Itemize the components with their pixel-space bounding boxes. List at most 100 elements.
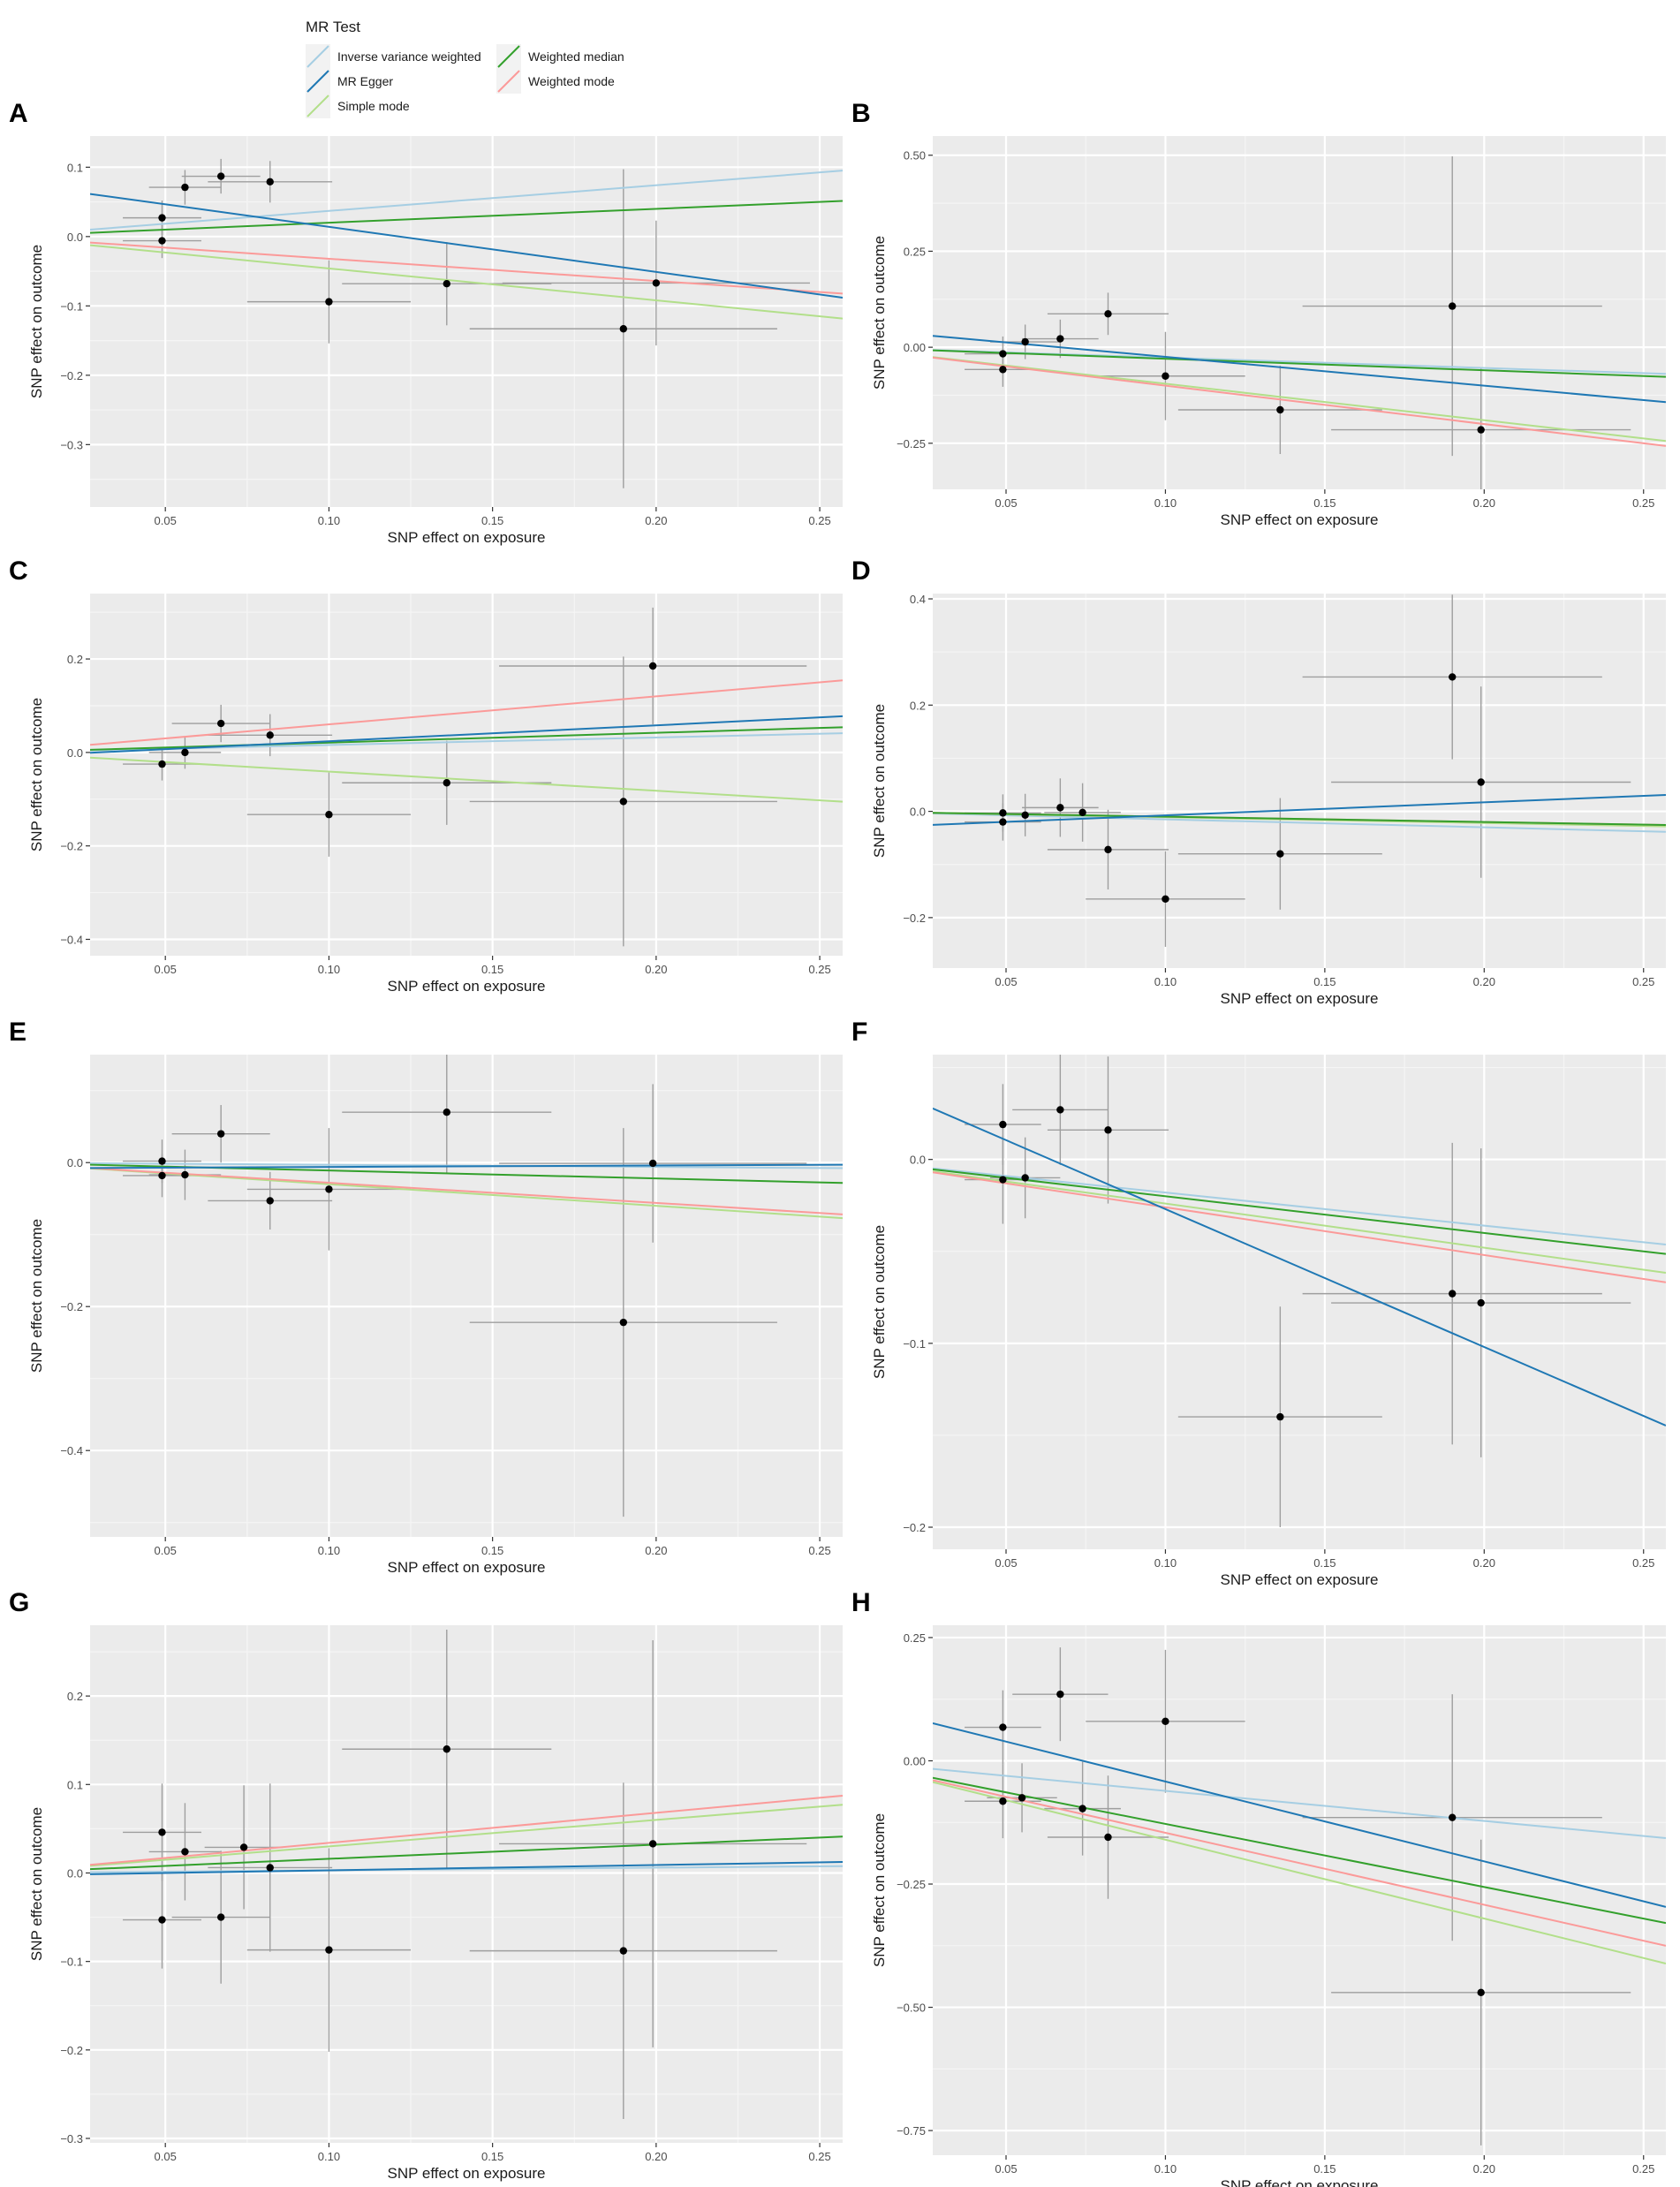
x-tick-label: 0.25	[1632, 975, 1654, 988]
x-tick-label: 0.10	[1154, 975, 1177, 988]
regression-line-wmode	[933, 1779, 1666, 1947]
y-tick-label: 0.25	[904, 1631, 926, 1645]
y-tick-label: 0.0	[910, 806, 926, 819]
regression-line-egger	[933, 1722, 1666, 1908]
x-axis-title: SNP effect on exposure	[388, 1559, 546, 1576]
regression-line-ivw	[933, 1167, 1666, 1245]
x-tick-label: 0.05	[995, 2162, 1017, 2176]
regression-line-smode	[90, 244, 843, 320]
data-point	[1477, 1988, 1485, 1997]
data-point	[216, 719, 225, 728]
data-point	[158, 1157, 166, 1165]
regression-line-smode	[933, 1781, 1666, 1964]
panel-h: 0.05 0.10 0.15 0.20 0.25 −0.75 −0.50 −0.25 0.00 0…	[851, 1588, 1666, 2187]
data-point	[999, 1120, 1007, 1129]
data-point	[1021, 811, 1029, 819]
regression-line-smode	[933, 356, 1666, 443]
regression-line-wmode	[90, 1167, 843, 1215]
plot-area	[90, 1630, 843, 2119]
regression-line-smode	[933, 1170, 1666, 1275]
y-tick-label: −0.50	[897, 2002, 926, 2015]
plot-area	[933, 594, 1666, 947]
x-tick-label: 0.25	[1632, 496, 1654, 510]
data-point	[266, 731, 274, 739]
x-tick-label: 0.05	[995, 496, 1017, 510]
x-axis-title: SNP effect on exposure	[1221, 511, 1379, 528]
legend-label-wmode: Weighted mode	[528, 74, 615, 88]
panel-background	[933, 1055, 1666, 1549]
y-tick-label: −0.3	[60, 2132, 83, 2145]
data-point	[619, 1947, 628, 1955]
data-point	[1162, 1717, 1169, 1726]
x-axis-title: SNP effect on exposure	[1221, 990, 1379, 1007]
legend-key-wmed	[496, 44, 521, 69]
data-point	[999, 1723, 1007, 1731]
data-point	[158, 760, 166, 768]
y-tick-label: −0.25	[897, 437, 926, 450]
y-axis-title: SNP effect on outcome	[28, 245, 45, 398]
data-point	[619, 325, 628, 333]
y-axis-title: SNP effect on outcome	[871, 1813, 888, 1967]
y-tick-label: −0.1	[60, 1956, 83, 1969]
regression-line-wmed	[933, 1776, 1666, 1925]
x-axis-title: SNP effect on exposure	[1221, 1571, 1379, 1588]
y-tick-label: −0.1	[903, 1337, 926, 1351]
regression-line-wmode	[933, 1171, 1666, 1283]
x-tick-label: 0.25	[1632, 1556, 1654, 1570]
data-point	[158, 1171, 166, 1180]
x-tick-label: 0.15	[1313, 1556, 1336, 1570]
y-axis-title: SNP effect on outcome	[28, 1219, 45, 1373]
regression-line-smode	[90, 1167, 843, 1220]
regression-line-wmed	[933, 349, 1666, 378]
y-tick-label: −0.2	[60, 369, 83, 382]
data-point	[1104, 1833, 1112, 1842]
y-axis-title: SNP effect on outcome	[28, 1807, 45, 1961]
y-tick-label: −0.2	[60, 1300, 83, 1313]
legend-key-ivw	[306, 44, 330, 69]
panel-d: 0.05 0.10 0.15 0.20 0.25 −0.2 0.0 0.2 0.4 SNP eff…	[851, 556, 1666, 1007]
y-tick-label: −0.2	[903, 912, 926, 925]
data-point	[1078, 808, 1086, 816]
data-point	[1449, 1290, 1457, 1298]
regression-line-smode	[90, 756, 843, 803]
data-point	[652, 279, 661, 287]
data-point	[1021, 1174, 1029, 1182]
y-axis-title: SNP effect on outcome	[871, 236, 888, 390]
panel-b: 0.05 0.10 0.15 0.20 0.25 −0.25 0.00 0.25 0.50 SNP…	[851, 99, 1666, 528]
regression-line-wmode	[90, 679, 843, 746]
x-tick-label: 0.15	[481, 2150, 503, 2163]
data-point	[1104, 845, 1112, 854]
data-point	[1449, 1813, 1457, 1821]
x-tick-label: 0.15	[1313, 496, 1336, 510]
data-point	[1021, 337, 1029, 346]
data-point	[443, 1745, 450, 1753]
legend-label-wmed: Weighted median	[528, 49, 624, 64]
data-point	[999, 809, 1007, 817]
plot-area	[933, 1055, 1666, 1528]
x-tick-label: 0.25	[808, 2150, 830, 2163]
data-point	[648, 662, 657, 670]
regression-line-wmode	[933, 356, 1666, 447]
data-point	[443, 280, 450, 288]
data-point	[1056, 1106, 1064, 1114]
regression-line-egger	[933, 335, 1666, 404]
data-point	[1056, 335, 1064, 343]
y-tick-label: 0.1	[67, 161, 83, 174]
x-tick-label: 0.10	[318, 2150, 340, 2163]
legend-label-egger: MR Egger	[337, 74, 393, 88]
y-tick-label: 0.0	[67, 746, 83, 760]
panel-label: C	[9, 556, 28, 586]
panel-background	[90, 136, 843, 507]
data-point	[1162, 895, 1169, 904]
regression-line-egger	[90, 715, 843, 754]
data-point	[266, 1197, 274, 1205]
x-tick-label: 0.05	[155, 514, 177, 527]
y-tick-label: 0.2	[910, 699, 926, 712]
panel-a: 0.05 0.10 0.15 0.20 0.25 −0.3 −0.2 −0.1 0.0 0.1 SN…	[9, 99, 843, 546]
x-tick-label: 0.10	[318, 1544, 340, 1557]
x-axis-title: SNP effect on exposure	[388, 2165, 546, 2182]
data-point	[999, 818, 1007, 826]
regression-line-wmed	[90, 200, 843, 234]
data-point	[1104, 310, 1112, 318]
data-point	[619, 798, 628, 806]
